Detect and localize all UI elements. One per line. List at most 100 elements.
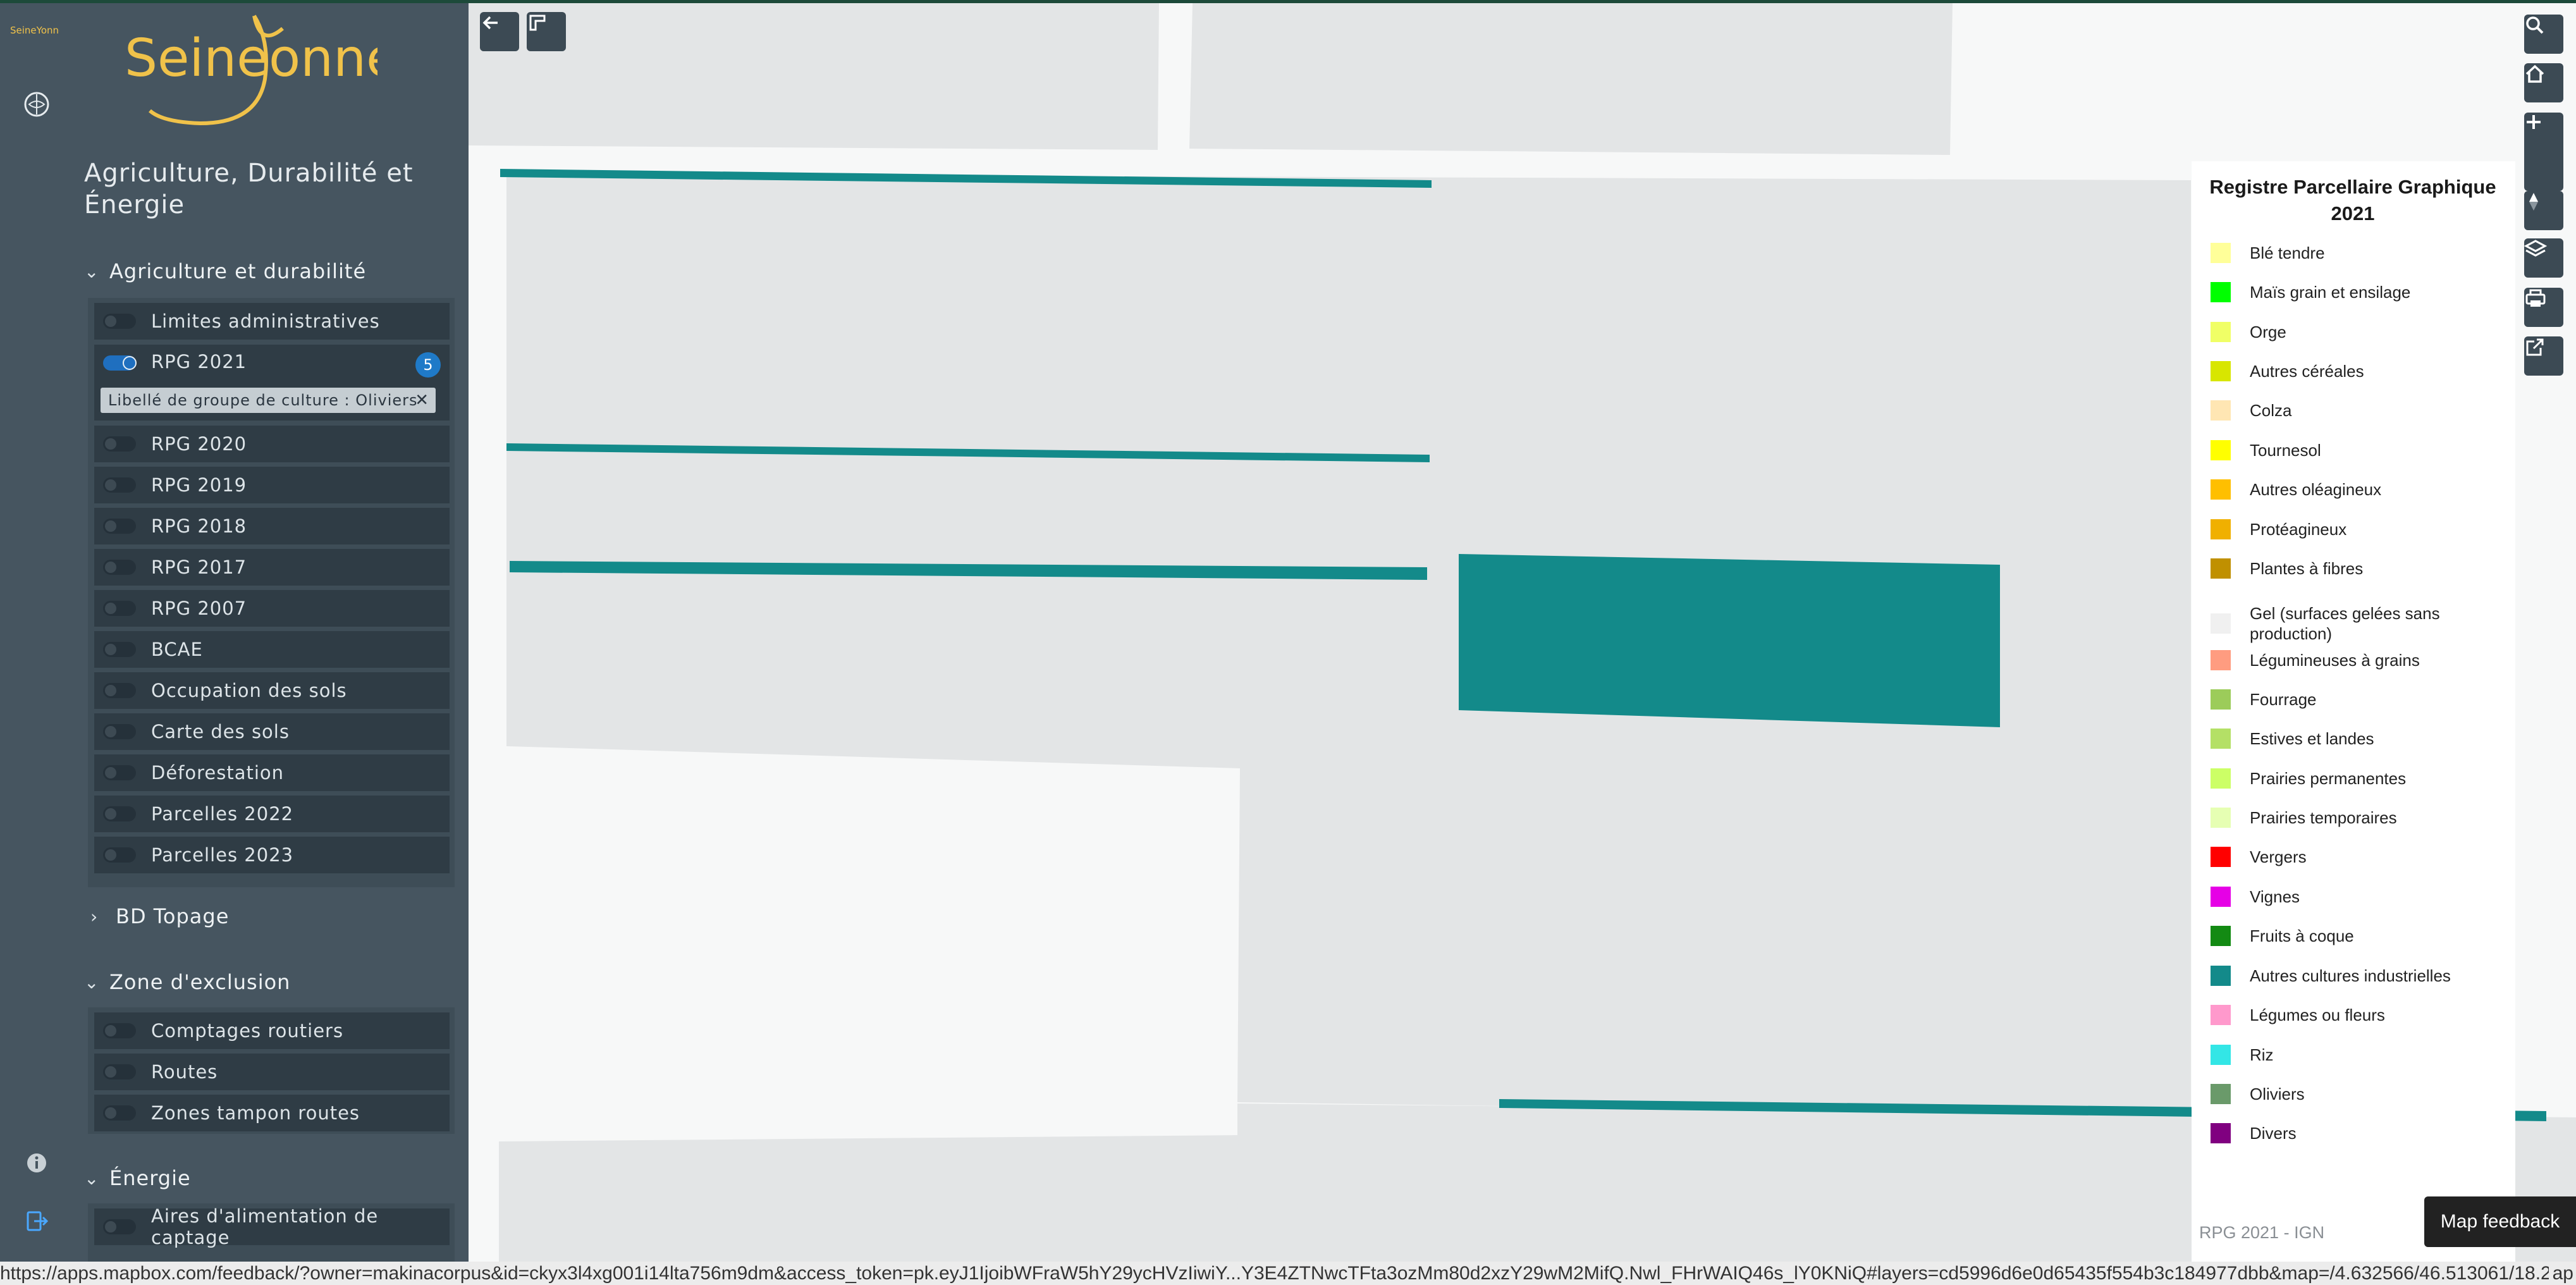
layer-toggle[interactable] — [103, 314, 136, 329]
globe-icon[interactable] — [20, 88, 53, 121]
layer-label: RPG 2020 — [151, 433, 247, 455]
layer-rpg-2019[interactable]: RPG 2019 — [94, 467, 450, 505]
layer-toggle[interactable] — [103, 683, 136, 698]
layer-toggle[interactable] — [103, 806, 136, 821]
compass-button[interactable] — [2524, 191, 2563, 230]
legend-label: Prairies temporaires — [2250, 808, 2397, 827]
layer-toggle[interactable] — [103, 1105, 136, 1121]
layer-zones-tampon-routes[interactable]: Zones tampon routes — [94, 1095, 450, 1133]
section-zone-exclusion[interactable]: ⌄ Zone d'exclusion — [84, 963, 290, 1001]
parcel-grey — [1189, 3, 1953, 155]
layer-toggle[interactable] — [103, 724, 136, 739]
legend-label: Divers — [2250, 1124, 2297, 1143]
map-feedback-button[interactable]: Map feedback — [2424, 1196, 2576, 1247]
legend-swatch — [2211, 887, 2231, 907]
layer-bcae[interactable]: BCAE — [94, 631, 450, 670]
legend-label: Autres céréales — [2250, 362, 2364, 381]
parcel-grey — [506, 174, 2191, 1116]
legend-item: Fourrage — [2211, 689, 2508, 710]
layer-parcelles-2023[interactable]: Parcelles 2023 — [94, 837, 450, 875]
legend-label: Autres cultures industrielles — [2250, 966, 2451, 985]
layer-toggle[interactable] — [103, 355, 137, 371]
layer-toggle[interactable] — [103, 477, 136, 493]
layer-rpg-2020[interactable]: RPG 2020 — [94, 426, 450, 464]
legend-item: Fruits à coque — [2211, 926, 2508, 946]
legend-item: Divers — [2211, 1123, 2508, 1143]
legend-item: Légumineuses à grains — [2211, 650, 2508, 670]
layer-toggle[interactable] — [103, 1064, 136, 1079]
layer-rpg-2021[interactable]: RPG 2021 5 Libellé de groupe de culture … — [94, 345, 450, 422]
layer-parcelles-2022[interactable]: Parcelles 2022 — [94, 796, 450, 834]
filter-chip-label: Libellé de groupe de culture : Oliviers — [108, 391, 418, 409]
layer-toggle[interactable] — [103, 847, 136, 863]
filter-chip[interactable]: Libellé de groupe de culture : Oliviers … — [101, 388, 436, 413]
back-button[interactable] — [480, 12, 519, 51]
layer-label: Aires d'alimentation de captage — [151, 1205, 379, 1248]
legend-label: Plantes à fibres — [2250, 559, 2364, 578]
logout-icon[interactable] — [20, 1205, 53, 1238]
section-agriculture[interactable]: ⌄ Agriculture et durabilité — [84, 252, 366, 290]
layer-toggle[interactable] — [103, 560, 136, 575]
svg-text:onne: onne — [269, 28, 377, 89]
legend-swatch — [2211, 1084, 2231, 1104]
search-button[interactable] — [2524, 15, 2563, 54]
home-button[interactable] — [2524, 63, 2563, 102]
legend-label: Tournesol — [2250, 441, 2321, 460]
parcel-teal — [510, 561, 1427, 580]
status-bar: https://apps.mapbox.com/feedback/?owner=… — [0, 1262, 2576, 1285]
section-bd-topage[interactable]: › BD Topage — [90, 897, 229, 935]
section-energie[interactable]: ⌄ Énergie — [84, 1159, 191, 1197]
legend-item: Autres oléagineux — [2211, 479, 2508, 500]
legend-item: Prairies temporaires — [2211, 808, 2508, 828]
print-button[interactable] — [2524, 288, 2563, 327]
chevron-down-icon: ⌄ — [84, 261, 100, 282]
legend-item: Blé tendre — [2211, 243, 2508, 263]
legend-label: Protéagineux — [2250, 520, 2347, 539]
legend-swatch — [2211, 1005, 2231, 1025]
layer-comptages-routiers[interactable]: Comptages routiers — [94, 1012, 450, 1051]
layer-routes[interactable]: Routes — [94, 1054, 450, 1092]
layer-deforestation[interactable]: Déforestation — [94, 754, 450, 793]
brand-mini[interactable]: SeineYonne — [9, 22, 64, 44]
layer-toggle[interactable] — [103, 519, 136, 534]
legend-item: Protéagineux — [2211, 519, 2508, 539]
layer-toggle[interactable] — [103, 765, 136, 780]
layer-toggle[interactable] — [103, 642, 136, 657]
layer-rpg-2017[interactable]: RPG 2017 — [94, 549, 450, 587]
svg-text:Seine: Seine — [125, 28, 269, 89]
layer-rpg-2007[interactable]: RPG 2007 — [94, 590, 450, 629]
legend-label: Fruits à coque — [2250, 926, 2354, 945]
layer-label: RPG 2018 — [151, 515, 247, 537]
draw-tool-button[interactable] — [527, 12, 566, 51]
legend-item: Vignes — [2211, 887, 2508, 907]
layer-toggle[interactable] — [103, 1219, 136, 1234]
layer-label: RPG 2021 — [151, 351, 247, 372]
legend-label: Légumineuses à grains — [2250, 651, 2420, 670]
parcel-teal — [1459, 554, 2000, 727]
legend-label: Colza — [2250, 401, 2292, 420]
legend-item: Maïs grain et ensilage — [2211, 282, 2508, 302]
layer-carte-des-sols[interactable]: Carte des sols — [94, 713, 450, 752]
layers-button[interactable] — [2524, 238, 2563, 278]
layer-label: Carte des sols — [151, 721, 290, 742]
close-icon[interactable]: ✕ — [415, 391, 429, 410]
layer-toggle[interactable] — [103, 1023, 136, 1038]
legend-item: Colza — [2211, 400, 2508, 421]
layer-toggle[interactable] — [103, 601, 136, 616]
layer-aires-alimentation-captage[interactable]: Aires d'alimentation de captage — [94, 1205, 450, 1248]
info-icon[interactable] — [20, 1147, 53, 1179]
legend-swatch — [2211, 650, 2231, 670]
legend-item: Vergers — [2211, 847, 2508, 867]
section-title: BD Topage — [116, 904, 230, 928]
layer-rpg-2018[interactable]: RPG 2018 — [94, 508, 450, 546]
layer-limites-administratives[interactable]: Limites administratives — [94, 303, 450, 341]
parcel-grey — [499, 1135, 1239, 1262]
legend-item: Oliviers — [2211, 1084, 2508, 1104]
layer-label: RPG 2017 — [151, 556, 247, 578]
legend-swatch — [2211, 440, 2231, 460]
chevron-down-icon: ⌄ — [84, 1167, 100, 1189]
layer-occupation-des-sols[interactable]: Occupation des sols — [94, 672, 450, 711]
layer-label: Parcelles 2022 — [151, 803, 294, 825]
layer-toggle[interactable] — [103, 436, 136, 452]
share-button[interactable] — [2524, 336, 2563, 376]
